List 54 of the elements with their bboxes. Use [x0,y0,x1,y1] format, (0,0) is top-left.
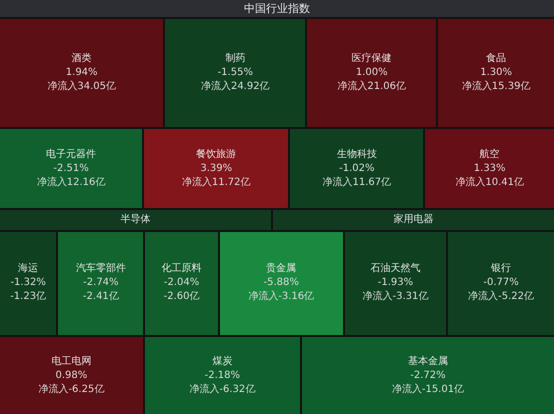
data-label: 净流入12.16亿 [36,176,106,190]
category-label: 基本金属 [408,354,448,369]
data-label: 净流入-3.31亿 [362,290,428,304]
category-label: 电子元器件 [46,148,96,162]
data-label: -2.04% [164,276,200,290]
category-label: 电工电网 [51,354,92,369]
category-label: 银行 [491,262,512,276]
category-label: 生物科技 [336,148,377,162]
data-label: -2.74% [83,276,119,290]
data-label: 1.00% [356,66,388,80]
data-label: -1.32% [10,276,46,290]
data-label: 净流入-5.22亿 [468,290,534,304]
category-label: 化工原料 [162,262,202,276]
category-label: 贵金属 [266,262,296,276]
category-label: 制药 [225,52,246,66]
category-label: 航空 [480,148,500,162]
data-label: 净流入24.92亿 [200,80,270,94]
data-label: -2.18% [204,368,240,383]
category-label: 海运 [18,262,38,276]
data-label: -1.23亿 [10,290,46,304]
data-label: 净流入-6.32亿 [189,382,256,397]
category-label: 汽车零部件 [76,262,126,276]
data-label: -2.51% [53,162,89,176]
text: 中国行业指数 [0,0,554,17]
data-label: -2.41亿 [82,290,119,304]
data-label: -5.88% [264,276,299,290]
category-label: 医疗保健 [352,52,392,66]
data-label: -2.60亿 [164,290,200,304]
data-label: 净流入21.06亿 [337,80,406,94]
data-label: 0.98% [55,368,88,383]
data-label: 1.94% [66,66,98,80]
category-label: 家用电器 [394,212,434,227]
data-label: 净流入34.05亿 [47,80,116,94]
data-label: 净流入-3.16亿 [248,290,314,304]
category-label: 石油天然气 [370,262,420,276]
data-label: 净流入11.72亿 [182,176,251,190]
data-label: 净流入10.41亿 [455,176,524,190]
category-label: 煤炭 [212,354,232,369]
data-label: 3.39% [200,162,232,176]
data-label: -1.02% [339,162,375,176]
category-label: 半导体 [120,212,150,227]
data-label: 净流入-6.25亿 [38,382,104,397]
data-label: -2.72% [410,368,446,383]
data-label: 净流入15.39亿 [462,80,530,94]
data-label: 1.33% [474,162,506,176]
category-label: 食品 [486,52,506,66]
data-label: -1.93% [378,276,414,290]
category-label: 餐饮旅游 [196,148,236,162]
data-label: 1.30% [480,66,512,80]
data-label: 净流入-15.01亿 [392,382,464,397]
category-label: 酒类 [72,52,92,66]
data-label: 净流入11.67亿 [322,176,392,190]
data-label: -1.55% [218,66,253,80]
data-label: -0.77% [483,276,519,290]
